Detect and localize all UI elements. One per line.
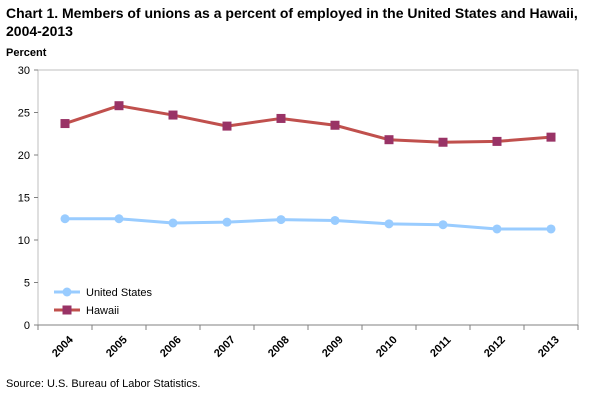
data-point bbox=[384, 219, 394, 229]
x-tick-label: 2012 bbox=[482, 334, 508, 360]
legend-marker bbox=[62, 287, 72, 297]
x-tick-label: 2009 bbox=[320, 334, 346, 360]
legend-marker bbox=[62, 305, 72, 315]
x-tick-label: 2013 bbox=[536, 334, 562, 360]
series-line bbox=[65, 217, 551, 231]
data-point bbox=[168, 110, 178, 120]
series-hawaii bbox=[60, 101, 556, 147]
x-tick-label: 2006 bbox=[158, 334, 184, 360]
series-line bbox=[64, 104, 552, 144]
data-point bbox=[384, 135, 394, 145]
y-tick-label: 20 bbox=[18, 150, 30, 162]
data-point bbox=[60, 214, 70, 224]
data-point bbox=[330, 215, 340, 225]
y-axis-label: Percent bbox=[6, 47, 47, 59]
data-point bbox=[546, 224, 556, 234]
y-tick-label: 0 bbox=[24, 320, 30, 332]
x-tick-label: 2007 bbox=[212, 334, 238, 360]
series-united-states bbox=[60, 214, 556, 234]
legend-label: Hawaii bbox=[86, 305, 119, 317]
x-tick-label: 2005 bbox=[104, 334, 130, 360]
data-point bbox=[222, 217, 232, 227]
y-tick-label: 15 bbox=[18, 193, 30, 205]
y-tick-label: 30 bbox=[18, 65, 30, 77]
data-point bbox=[546, 132, 556, 142]
chart-title: Chart 1. Members of unions as a percent … bbox=[6, 5, 578, 39]
source-note: Source: U.S. Bureau of Labor Statistics. bbox=[6, 378, 201, 390]
data-point bbox=[60, 119, 70, 129]
legend-label: United States bbox=[86, 287, 153, 299]
x-tick-label: 2004 bbox=[50, 333, 76, 359]
data-point bbox=[276, 215, 286, 225]
y-tick-label: 25 bbox=[18, 108, 30, 120]
data-point bbox=[438, 220, 448, 230]
data-point bbox=[438, 137, 448, 147]
x-tick-label: 2008 bbox=[266, 334, 292, 360]
data-point bbox=[276, 113, 286, 123]
legend-item: United States bbox=[54, 287, 153, 299]
x-tick-label: 2011 bbox=[428, 334, 453, 359]
legend-item: Hawaii bbox=[54, 305, 119, 317]
data-point bbox=[168, 218, 178, 228]
data-point bbox=[492, 136, 502, 146]
data-point bbox=[222, 121, 232, 131]
data-point bbox=[114, 101, 124, 111]
x-tick-label: 2010 bbox=[374, 334, 400, 360]
data-point bbox=[114, 214, 124, 224]
data-point bbox=[330, 120, 340, 130]
y-tick-label: 10 bbox=[18, 235, 30, 247]
y-tick-label: 5 bbox=[24, 278, 30, 290]
data-point bbox=[492, 224, 502, 234]
